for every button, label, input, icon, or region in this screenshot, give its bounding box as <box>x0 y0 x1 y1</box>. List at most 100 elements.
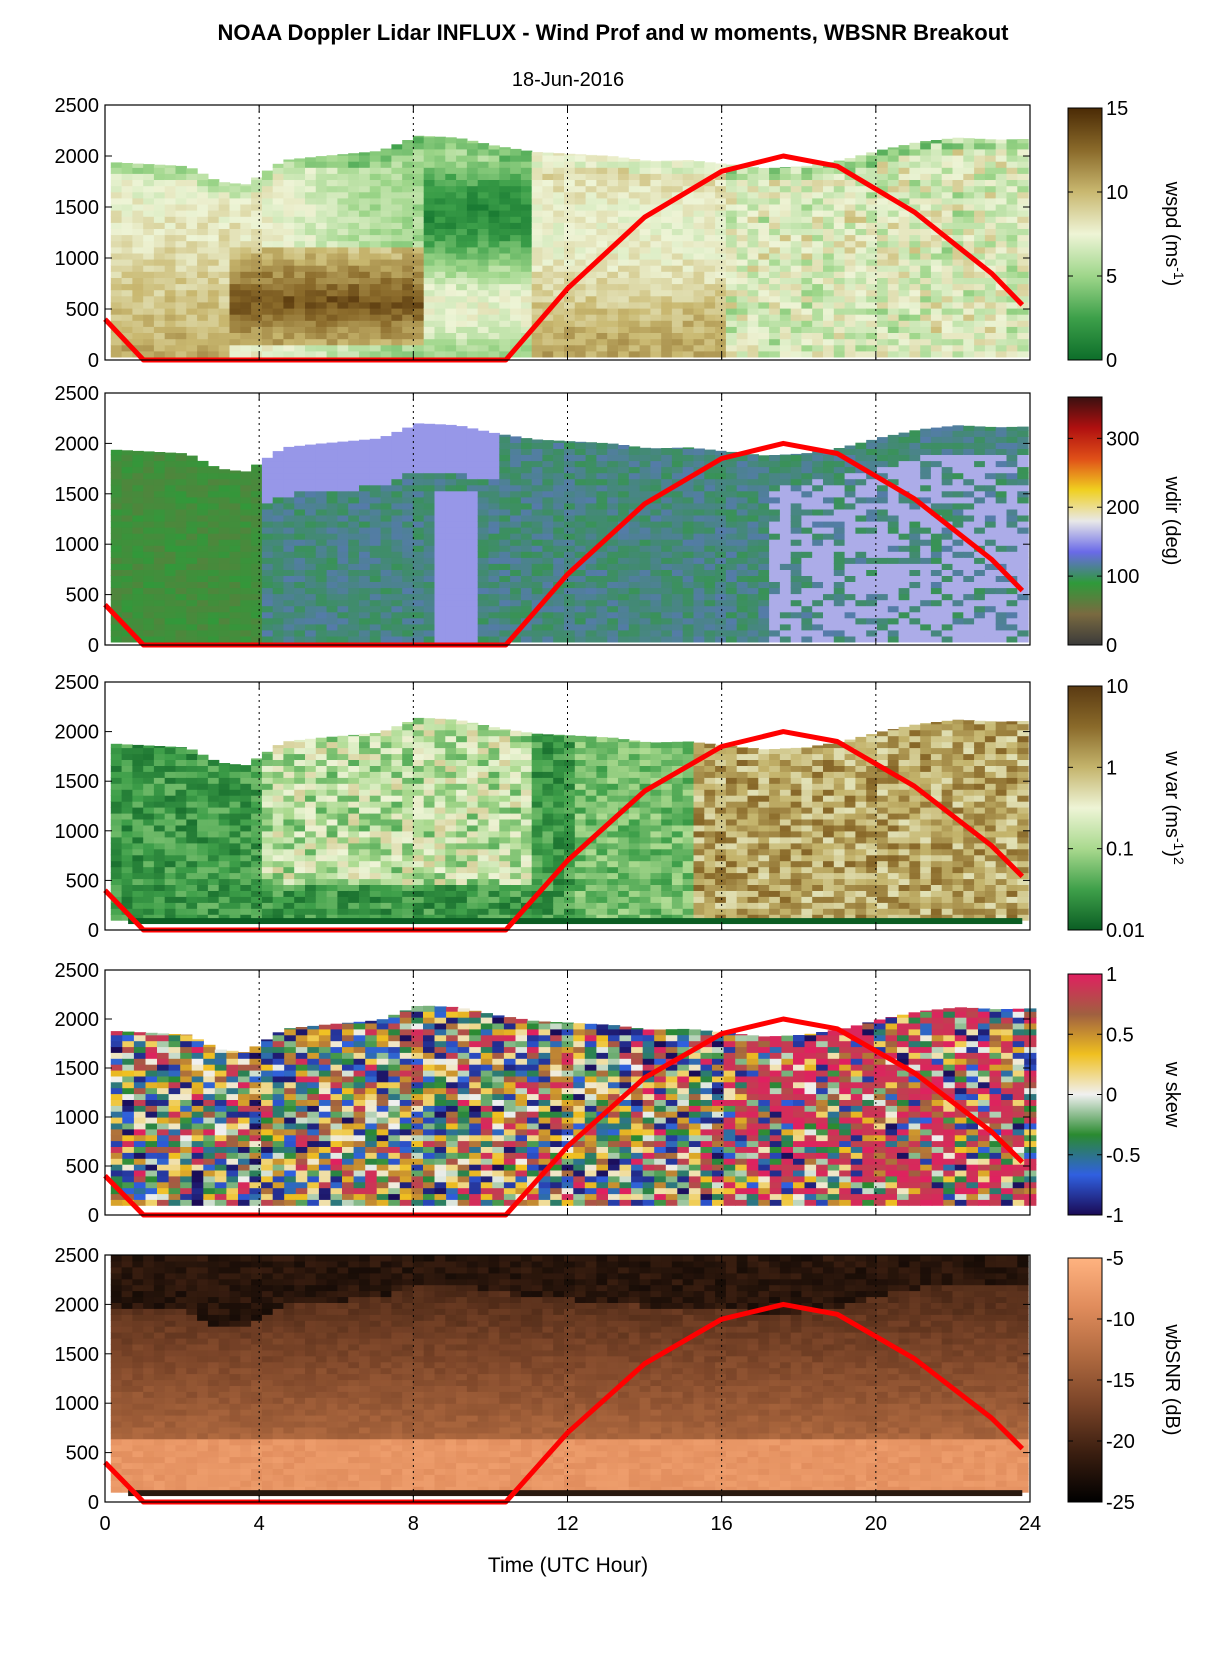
heatmap-cell <box>283 508 295 516</box>
heatmap-cell <box>585 539 597 546</box>
heatmap-cell <box>315 203 328 211</box>
heatmap-cell <box>143 320 155 327</box>
heatmap-cell <box>477 167 490 174</box>
heatmap-cell <box>661 332 673 340</box>
heatmap-cell <box>574 277 587 285</box>
heatmap-cell <box>984 314 997 321</box>
heatmap-cell <box>261 484 274 492</box>
heatmap-cell <box>833 301 846 309</box>
heatmap-cell <box>445 490 457 498</box>
heatmap-cell <box>164 490 177 498</box>
heatmap-cell <box>283 326 295 333</box>
heatmap-cell <box>704 478 716 486</box>
heatmap-cell <box>175 478 187 486</box>
heatmap-cell <box>369 191 382 199</box>
heatmap-cell <box>758 277 770 285</box>
heatmap-cell <box>769 484 781 492</box>
heatmap-cell <box>488 197 500 205</box>
heatmap-cell <box>402 611 414 619</box>
heatmap-cell <box>779 533 792 540</box>
heatmap-cell <box>391 484 403 492</box>
heatmap-cell <box>661 521 673 528</box>
heatmap-cell <box>725 508 738 516</box>
heatmap-cell <box>704 179 716 187</box>
heatmap-cell <box>283 515 295 522</box>
heatmap-cell <box>671 454 684 462</box>
heatmap-cell <box>240 527 252 534</box>
heatmap-cell <box>779 472 792 480</box>
heatmap-cell <box>833 197 846 205</box>
heatmap-cell <box>499 234 511 242</box>
heatmap-cell <box>272 326 285 333</box>
heatmap-cell <box>963 191 975 199</box>
heatmap-cell <box>920 185 932 193</box>
heatmap-cell <box>499 533 511 540</box>
heatmap-cell <box>164 165 177 168</box>
heatmap-cell <box>909 216 921 223</box>
heatmap-cell <box>661 240 673 248</box>
heatmap-cell <box>207 611 220 619</box>
heatmap-cell <box>326 185 338 193</box>
heatmap-cell <box>682 259 695 266</box>
heatmap-cell <box>974 148 986 156</box>
heatmap-cell <box>553 472 565 480</box>
heatmap-cell <box>531 466 544 474</box>
heatmap-cell <box>1017 185 1029 193</box>
heatmap-cell <box>488 191 500 199</box>
heatmap-cell <box>294 472 306 480</box>
heatmap-cell <box>618 448 630 455</box>
heatmap-cell <box>628 289 641 297</box>
heatmap-cell <box>866 289 878 297</box>
heatmap-cell <box>887 147 900 150</box>
heatmap-cell <box>229 259 241 266</box>
heatmap-cell <box>618 344 630 352</box>
heatmap-cell <box>488 240 500 248</box>
heatmap-cell <box>434 259 446 266</box>
heatmap-cell <box>380 496 392 504</box>
heatmap-cell <box>348 617 360 625</box>
heatmap-cell <box>229 271 241 278</box>
heatmap-cell <box>359 605 371 613</box>
heatmap-cell <box>671 160 684 162</box>
heatmap-cell <box>639 593 651 601</box>
heatmap-cell <box>844 246 856 254</box>
heatmap-cell <box>348 308 360 315</box>
heatmap-cell <box>445 197 457 205</box>
heatmap-cell <box>186 283 198 291</box>
heatmap-cell <box>693 611 705 619</box>
heatmap-cell <box>758 515 770 522</box>
heatmap-cell <box>510 533 522 540</box>
heatmap-cell <box>930 283 943 291</box>
heatmap-cell <box>121 563 133 570</box>
heatmap-cell <box>715 593 727 601</box>
heatmap-cell <box>531 539 544 546</box>
heatmap-cell <box>218 563 231 570</box>
heatmap-cell <box>596 246 608 254</box>
heatmap-cell <box>359 563 371 570</box>
heatmap-cell <box>445 593 457 601</box>
heatmap-cell <box>877 222 889 229</box>
heatmap-cell <box>553 478 565 486</box>
heatmap-cell <box>542 460 554 468</box>
heatmap-cell <box>132 308 144 315</box>
heatmap-cell <box>725 563 738 570</box>
heatmap-cell <box>930 338 943 346</box>
heatmap-cell <box>283 350 295 358</box>
heatmap-cell <box>574 301 587 309</box>
heatmap-cell <box>391 350 403 358</box>
heatmap-cell <box>143 593 155 601</box>
heatmap-cell <box>143 478 155 486</box>
heatmap-cell <box>542 629 554 637</box>
heatmap-cell <box>607 167 619 174</box>
heatmap-cell <box>855 301 867 309</box>
heatmap-cell <box>315 557 328 564</box>
heatmap-cell <box>542 197 554 205</box>
heatmap-cell <box>553 611 565 619</box>
heatmap-cell <box>887 203 900 211</box>
heatmap-cell <box>207 605 220 613</box>
heatmap-cell <box>369 234 382 242</box>
heatmap-cell <box>898 338 910 346</box>
heatmap-cell <box>121 173 133 180</box>
heatmap-cell <box>132 599 144 607</box>
heatmap-cell <box>736 563 749 570</box>
